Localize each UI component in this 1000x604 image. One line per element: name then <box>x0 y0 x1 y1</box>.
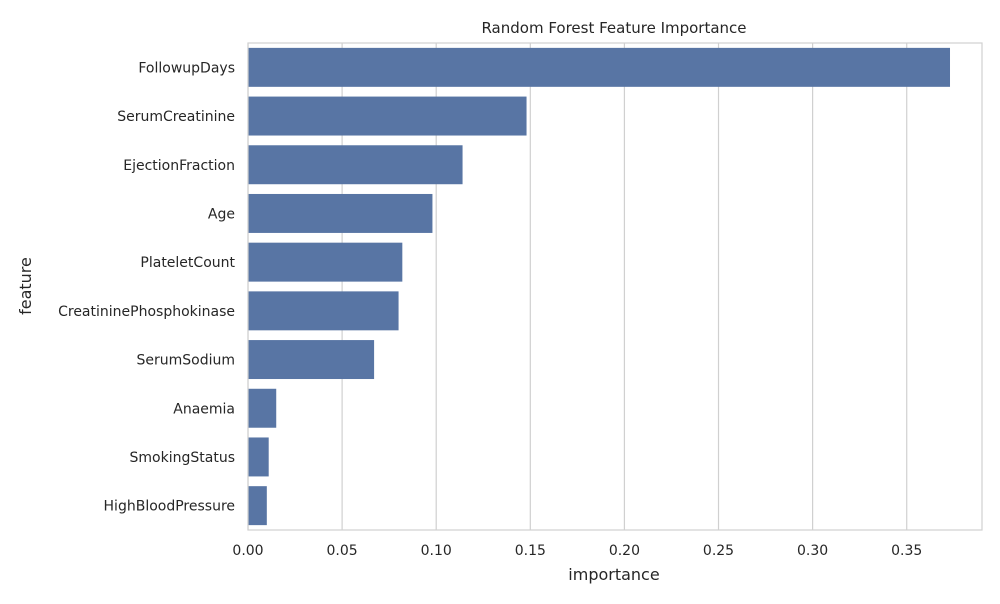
x-tick-labels: 0.00 0.05 0.10 0.15 0.20 0.25 0.30 0.35 <box>232 543 922 559</box>
bar-platelet-count <box>248 242 403 282</box>
bar-anaemia <box>248 388 277 428</box>
y-axis-label: feature <box>16 257 35 315</box>
y-tick-label: Anaemia <box>173 401 235 417</box>
bar-age <box>248 193 433 233</box>
plot-frame <box>247 42 983 531</box>
y-tick-label: PlateletCount <box>140 255 235 271</box>
bar-ejection-fraction <box>248 145 463 185</box>
y-tick-label: HighBloodPressure <box>104 499 235 515</box>
x-tick-label: 0.35 <box>891 543 922 559</box>
x-axis-label: importance <box>568 565 659 584</box>
bar-serum-creatinine <box>248 96 527 136</box>
x-tick-label: 0.30 <box>797 543 828 559</box>
y-tick-label: SerumSodium <box>136 353 235 369</box>
bar-creatinine-phosphokinase <box>248 291 399 331</box>
y-tick-label: SmokingStatus <box>130 450 235 466</box>
x-tick-label: 0.10 <box>421 543 452 559</box>
y-tick-label: EjectionFraction <box>123 158 235 174</box>
bar-high-blood-pressure <box>248 486 267 526</box>
y-tick-label: FollowupDays <box>138 60 235 76</box>
bar-smoking-status <box>248 437 269 477</box>
y-tick-label: Age <box>208 206 235 222</box>
chart-title: Random Forest Feature Importance <box>481 19 746 37</box>
y-tick-labels: FollowupDays SerumCreatinine EjectionFract… <box>58 60 235 514</box>
x-tick-label: 0.25 <box>703 543 734 559</box>
x-tick-label: 0.15 <box>515 543 546 559</box>
bar-followup-days <box>248 47 951 87</box>
x-tick-label: 0.20 <box>609 543 640 559</box>
x-tick-label: 0.00 <box>232 543 263 559</box>
y-tick-label: CreatininePhosphokinase <box>58 304 235 320</box>
y-tick-label: SerumCreatinine <box>117 109 235 125</box>
bars <box>248 47 951 526</box>
x-tick-label: 0.05 <box>327 543 358 559</box>
bar-serum-sodium <box>248 340 375 380</box>
